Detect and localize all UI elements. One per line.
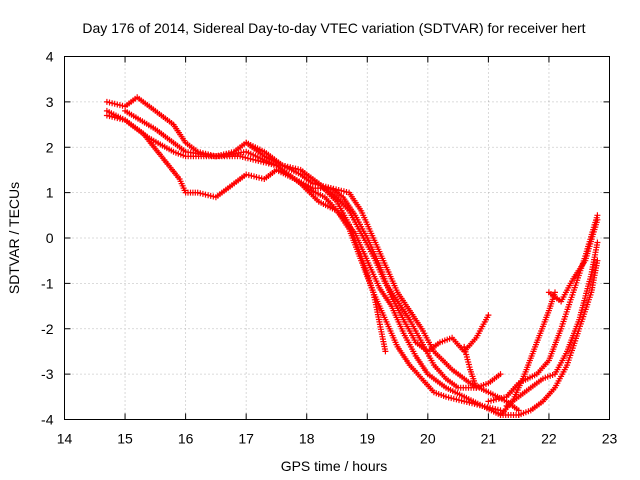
x-axis-title: GPS time / hours bbox=[281, 458, 388, 474]
series-markers bbox=[103, 112, 492, 355]
series-track-1 bbox=[103, 112, 492, 355]
series-markers bbox=[503, 239, 601, 409]
series-track-4 bbox=[122, 107, 522, 418]
y-tick-label: 3 bbox=[46, 94, 54, 110]
series-track-7 bbox=[485, 212, 601, 405]
series-markers bbox=[485, 212, 601, 405]
series-markers bbox=[461, 343, 480, 391]
x-tick-label: 23 bbox=[602, 431, 618, 447]
series-track-2 bbox=[103, 94, 522, 414]
y-tick-label: -4 bbox=[41, 412, 54, 428]
y-tick-label: -3 bbox=[41, 366, 54, 382]
y-tick-label: -2 bbox=[41, 321, 54, 337]
series-line bbox=[106, 96, 520, 411]
y-tick-label: 1 bbox=[46, 185, 54, 201]
series-line bbox=[106, 114, 489, 353]
x-tick-label: 18 bbox=[299, 431, 315, 447]
series-line bbox=[106, 110, 501, 411]
y-tick-label: 0 bbox=[46, 230, 54, 246]
x-tick-label: 15 bbox=[117, 431, 133, 447]
series-markers bbox=[515, 257, 601, 418]
y-tick-label: 4 bbox=[46, 49, 54, 65]
y-tick-label: -1 bbox=[41, 275, 54, 291]
y-axis: -4 -3 -2 -1 0 1 2 3 4 bbox=[41, 49, 610, 428]
series-track-6 bbox=[243, 139, 504, 391]
series-line bbox=[488, 215, 598, 402]
series-markers bbox=[243, 139, 504, 391]
x-tick-label: 14 bbox=[57, 431, 73, 447]
series-markers bbox=[103, 107, 504, 414]
series-markers bbox=[122, 107, 522, 418]
y-tick-label: 2 bbox=[46, 139, 54, 155]
series-markers bbox=[545, 216, 601, 305]
series-track-12 bbox=[461, 343, 480, 391]
series-track-11 bbox=[497, 289, 558, 418]
x-tick-label: 17 bbox=[238, 431, 254, 447]
series-track-8 bbox=[503, 239, 601, 409]
x-tick-label: 22 bbox=[541, 431, 557, 447]
x-axis: 14 15 16 17 18 19 20 21 22 23 bbox=[57, 56, 618, 447]
x-tick-label: 21 bbox=[481, 431, 497, 447]
series-markers bbox=[497, 289, 558, 418]
chart-title: Day 176 of 2014, Sidereal Day-to-day VTE… bbox=[82, 20, 585, 36]
x-tick-label: 19 bbox=[359, 431, 375, 447]
y-axis-title: SDTVAR / TECUs bbox=[6, 182, 22, 294]
series-track-9 bbox=[515, 257, 601, 418]
series-markers bbox=[103, 94, 522, 414]
x-tick-label: 16 bbox=[178, 431, 194, 447]
series-group bbox=[103, 94, 601, 418]
series-track-3 bbox=[103, 107, 504, 414]
series-track-10 bbox=[545, 216, 601, 305]
x-tick-label: 20 bbox=[420, 431, 436, 447]
